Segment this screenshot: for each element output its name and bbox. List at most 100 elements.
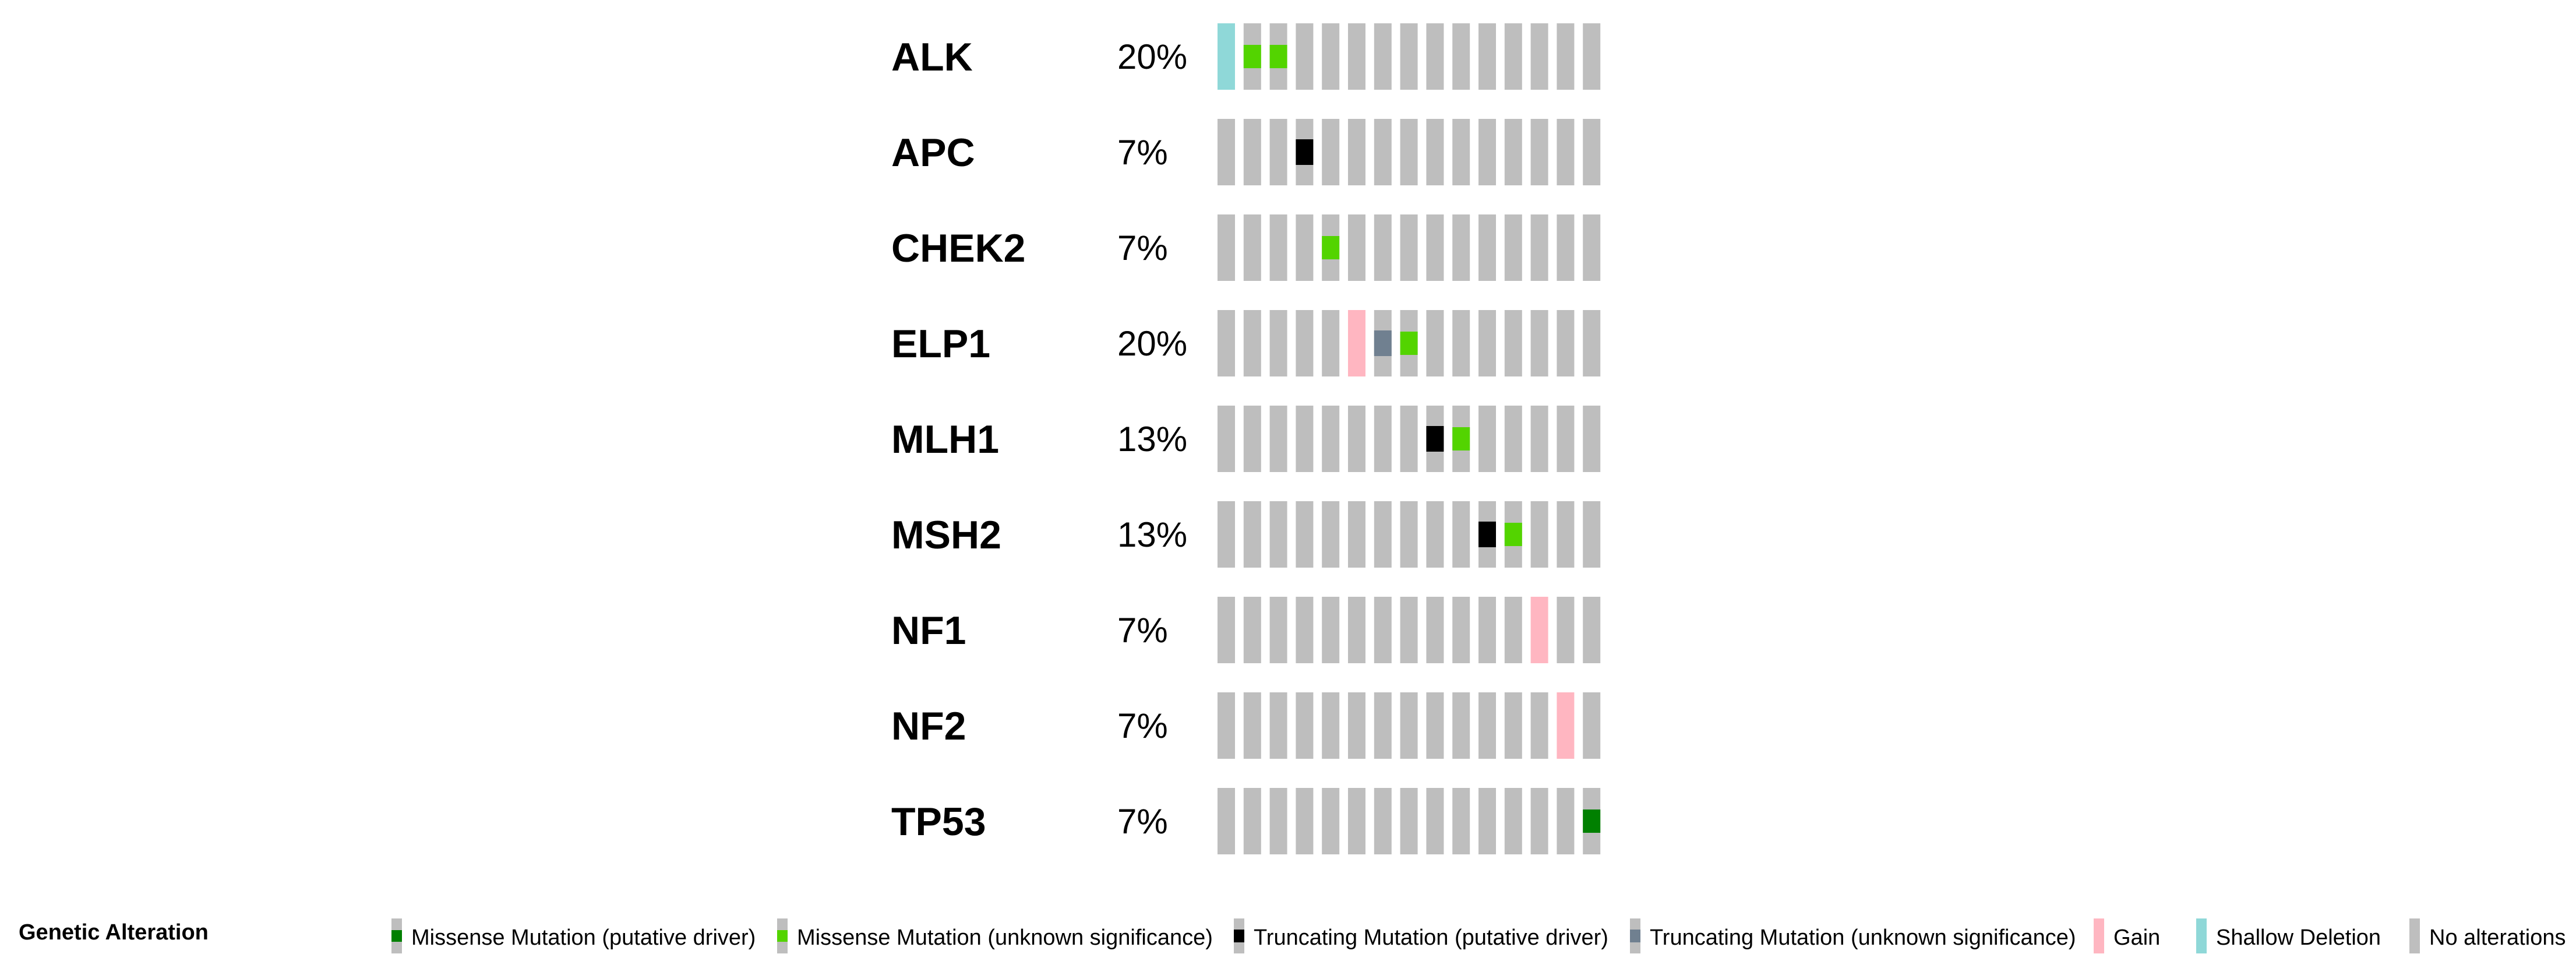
gene-row-mlh1: MLH1 13% <box>891 406 1601 472</box>
sample-cell <box>1504 119 1522 185</box>
gene-label: ELP1 <box>891 322 990 366</box>
gene-row-nf2: NF2 7% <box>891 692 1601 759</box>
legend-title: Genetic Alteration <box>19 920 209 945</box>
legend-swatch <box>2196 918 2207 953</box>
sample-cell <box>1530 23 1548 90</box>
sample-cell <box>1296 597 1314 663</box>
sample-cell <box>1269 501 1287 568</box>
sample-cell <box>1348 501 1365 568</box>
legend-item-truncating-driver: Truncating Mutation (putative driver) <box>1234 918 1608 953</box>
percent-label: 20% <box>1117 37 1187 76</box>
percent-label: 7% <box>1117 228 1168 267</box>
sample-cell <box>1504 214 1522 281</box>
sample-cell <box>1269 692 1287 759</box>
sample-cell <box>1348 406 1365 472</box>
sample-cell <box>1478 310 1496 376</box>
sample-cell <box>1504 692 1522 759</box>
legend-label: Missense Mutation (putative driver) <box>411 925 756 950</box>
sample-cell <box>1400 214 1418 281</box>
sample-cell <box>1557 597 1575 663</box>
sample-cell <box>1583 597 1601 663</box>
sample-cell <box>1426 788 1444 854</box>
sample-cell <box>1322 406 1340 472</box>
sample-cell <box>1583 23 1601 90</box>
sample-cell <box>1374 501 1392 568</box>
sample-cell <box>1296 406 1314 472</box>
percent-label: 13% <box>1117 420 1187 459</box>
gene-row-chek2: CHEK2 7% <box>891 214 1601 281</box>
sample-cell <box>1426 119 1444 185</box>
gene-label: MSH2 <box>891 513 1001 557</box>
sample-cell <box>1478 23 1496 90</box>
legend-label: No alterations <box>2429 925 2566 950</box>
percent-label: 7% <box>1117 802 1168 841</box>
sample-cell <box>1400 692 1418 759</box>
sample-cell <box>1557 406 1575 472</box>
sample-cell <box>1218 597 1235 663</box>
sample-cell <box>1322 597 1340 663</box>
sample-cell <box>1296 23 1314 90</box>
sample-cell <box>1322 501 1340 568</box>
sample-cell <box>1530 501 1548 568</box>
gene-row-apc: APC 7% <box>891 119 1601 185</box>
sample-cell <box>1243 406 1261 472</box>
sample-cell <box>1530 406 1548 472</box>
sample-cell <box>1504 23 1522 90</box>
sample-cell <box>1557 310 1575 376</box>
mutation-mark-truncating-driver <box>1426 426 1444 452</box>
mutation-mark-truncating-unknown <box>1374 330 1392 356</box>
mutation-mark-missense-unknown <box>1322 236 1340 259</box>
sample-cell <box>1243 597 1261 663</box>
sample-cell <box>1243 119 1261 185</box>
sample-cell <box>1243 310 1261 376</box>
gene-row-nf1: NF1 7% <box>891 597 1601 663</box>
sample-cell <box>1296 214 1314 281</box>
percent-label: 13% <box>1117 515 1187 554</box>
sample-cell <box>1557 119 1575 185</box>
sample-cell <box>1374 23 1392 90</box>
sample-cell <box>1296 501 1314 568</box>
legend-swatch <box>2409 918 2420 953</box>
gene-label: MLH1 <box>891 417 999 462</box>
sample-cell <box>1452 119 1470 185</box>
sample-cell <box>1400 406 1418 472</box>
mutation-mark-missense-driver <box>1583 809 1601 833</box>
sample-cell <box>1322 788 1340 854</box>
sample-cell <box>1583 214 1601 281</box>
percent-label: 7% <box>1117 706 1168 745</box>
sample-cell <box>1583 501 1601 568</box>
sample-cell <box>1348 214 1365 281</box>
sample-cell <box>1478 406 1496 472</box>
sample-cell <box>1426 214 1444 281</box>
sample-cell <box>1218 119 1235 185</box>
gene-label: CHEK2 <box>891 226 1026 270</box>
sample-cell <box>1583 119 1601 185</box>
gene-row-tp53: TP53 7% <box>891 788 1601 854</box>
sample-cell <box>1583 406 1601 472</box>
legend-item-none: No alterations <box>2409 918 2566 953</box>
gene-row-msh2: MSH2 13% <box>891 501 1601 568</box>
sample-cell <box>1322 119 1340 185</box>
sample-cell <box>1557 23 1575 90</box>
sample-cell <box>1478 788 1496 854</box>
legend-label: Shallow Deletion <box>2216 925 2381 950</box>
mutation-mark-missense-unknown <box>1243 45 1261 68</box>
sample-cell <box>1504 406 1522 472</box>
sample-cell <box>1452 788 1470 854</box>
sample-cell <box>1243 692 1261 759</box>
sample-cell <box>1269 119 1287 185</box>
gene-row-alk: ALK 20% <box>891 23 1601 90</box>
sample-cell <box>1530 692 1548 759</box>
sample-cell <box>1218 788 1235 854</box>
percent-label: 20% <box>1117 324 1187 363</box>
sample-cell <box>1296 692 1314 759</box>
mutation-mark-missense-unknown <box>1269 45 1287 68</box>
sample-cell <box>1296 788 1314 854</box>
sample-cell <box>1322 23 1340 90</box>
sample-cell <box>1530 310 1548 376</box>
gene-label: ALK <box>891 35 973 79</box>
sample-cell <box>1583 310 1601 376</box>
sample-cell <box>1374 692 1392 759</box>
sample-cell <box>1452 501 1470 568</box>
sample-cell <box>1218 501 1235 568</box>
